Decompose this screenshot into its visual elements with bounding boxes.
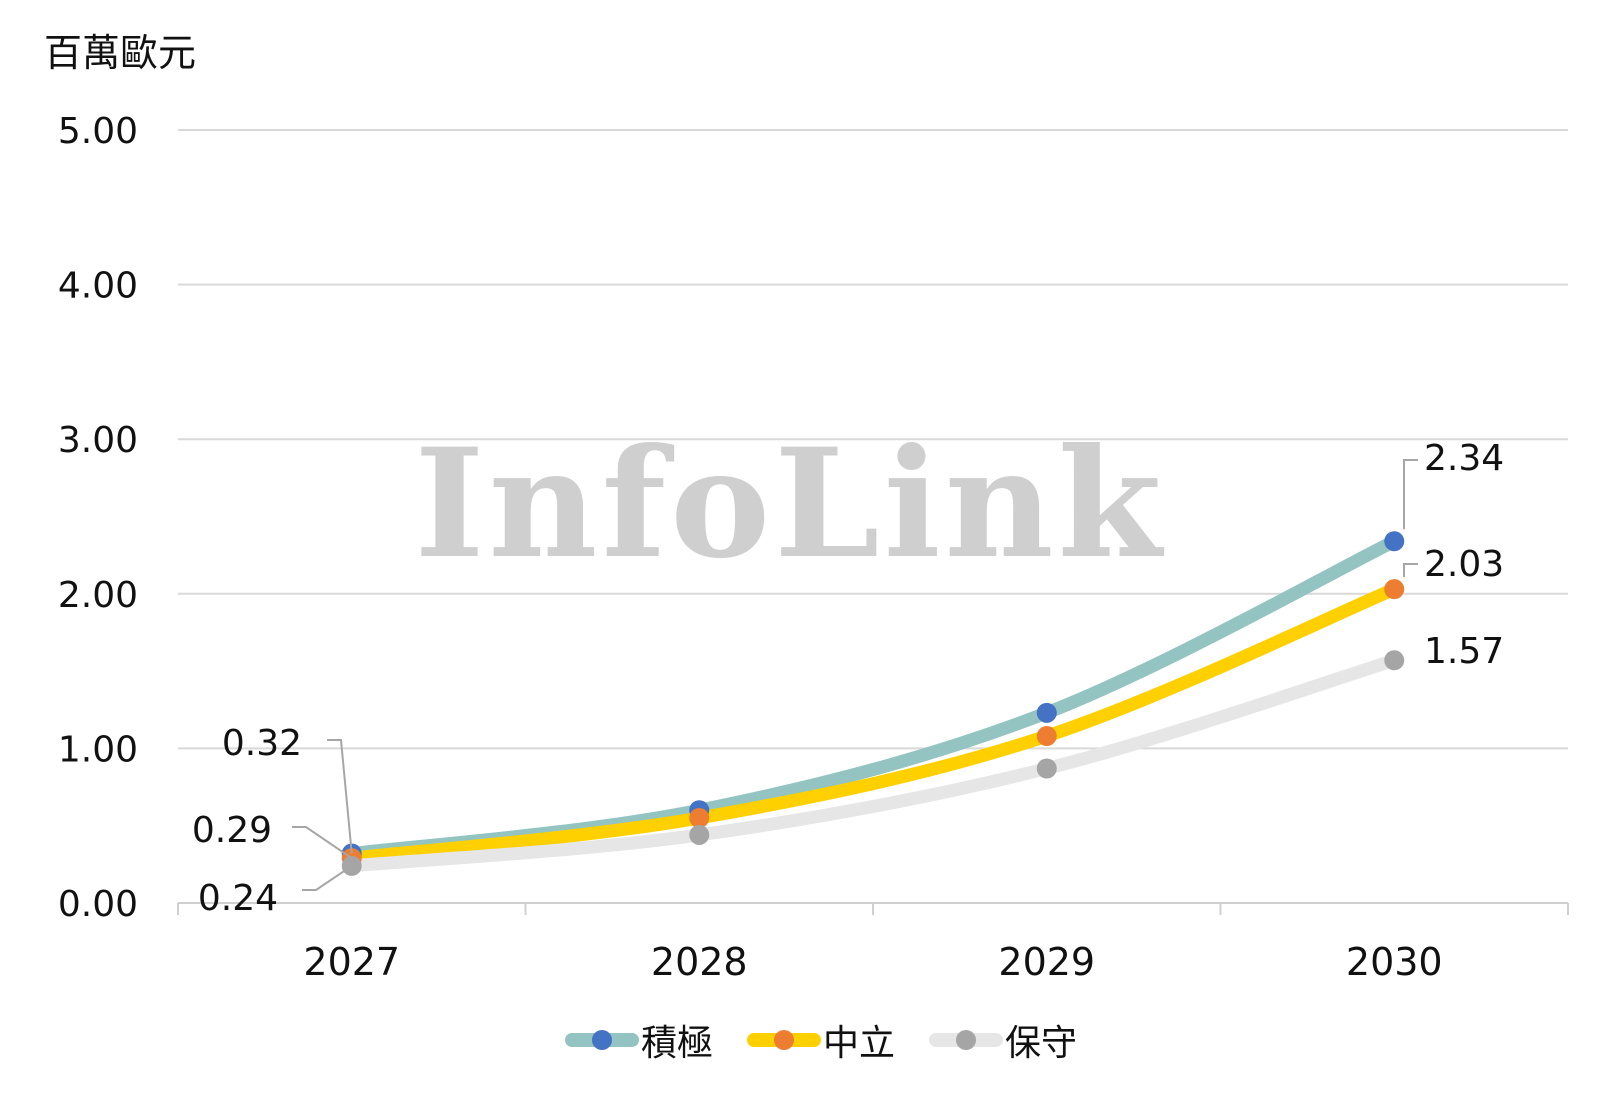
legend-label: 積極 — [641, 1023, 714, 1064]
y-tick-label: 4.00 — [58, 266, 138, 307]
y-tick-label: 5.00 — [58, 111, 138, 152]
data-point-marker — [1384, 531, 1405, 552]
x-tick-label: 2028 — [651, 940, 748, 984]
legend-label: 中立 — [823, 1023, 896, 1064]
x-tick-label: 2029 — [998, 940, 1095, 984]
legend-label: 保守 — [1005, 1023, 1078, 1064]
legend: 積極 中立 保守 — [0, 1010, 1600, 1070]
data-point-marker — [689, 807, 710, 828]
y-tick-label: 0.00 — [58, 884, 138, 925]
data-point-marker — [1384, 650, 1405, 671]
series-line-1 — [345, 582, 1401, 865]
legend-marker — [774, 1030, 794, 1050]
data-point-marker — [1036, 726, 1057, 747]
line-chart: InfoLink 0.00 1.00 2.00 3.00 4.00 5.00 2027 202… — [58, 111, 1569, 984]
data-label-leader — [327, 739, 353, 854]
data-point-marker — [1036, 702, 1057, 723]
x-tick-label: 2030 — [1346, 940, 1443, 984]
series-line-2 — [345, 653, 1401, 873]
data-label-leader — [1403, 459, 1418, 530]
data-label: 1.57 — [1424, 631, 1504, 672]
data-label-leader — [292, 826, 353, 859]
legend-marker — [956, 1030, 976, 1050]
legend-marker — [592, 1030, 612, 1050]
data-point-marker — [1384, 579, 1405, 600]
y-tick-label: 1.00 — [58, 729, 138, 770]
data-point-marker — [1036, 758, 1057, 779]
data-label: 0.29 — [192, 810, 272, 851]
data-label: 2.03 — [1424, 544, 1504, 585]
data-point-marker — [689, 824, 710, 845]
data-label-leader — [1403, 563, 1418, 578]
y-axis-unit-label: 百萬歐元 — [44, 31, 197, 75]
x-tick-label: 2027 — [303, 940, 400, 984]
data-label-leader — [302, 865, 353, 891]
watermark: InfoLink — [414, 416, 1165, 592]
y-tick-label: 2.00 — [58, 575, 138, 616]
data-label: 2.34 — [1424, 438, 1504, 479]
data-label: 0.24 — [198, 878, 278, 919]
data-label: 0.32 — [222, 723, 302, 764]
y-tick-label: 3.00 — [58, 420, 138, 461]
